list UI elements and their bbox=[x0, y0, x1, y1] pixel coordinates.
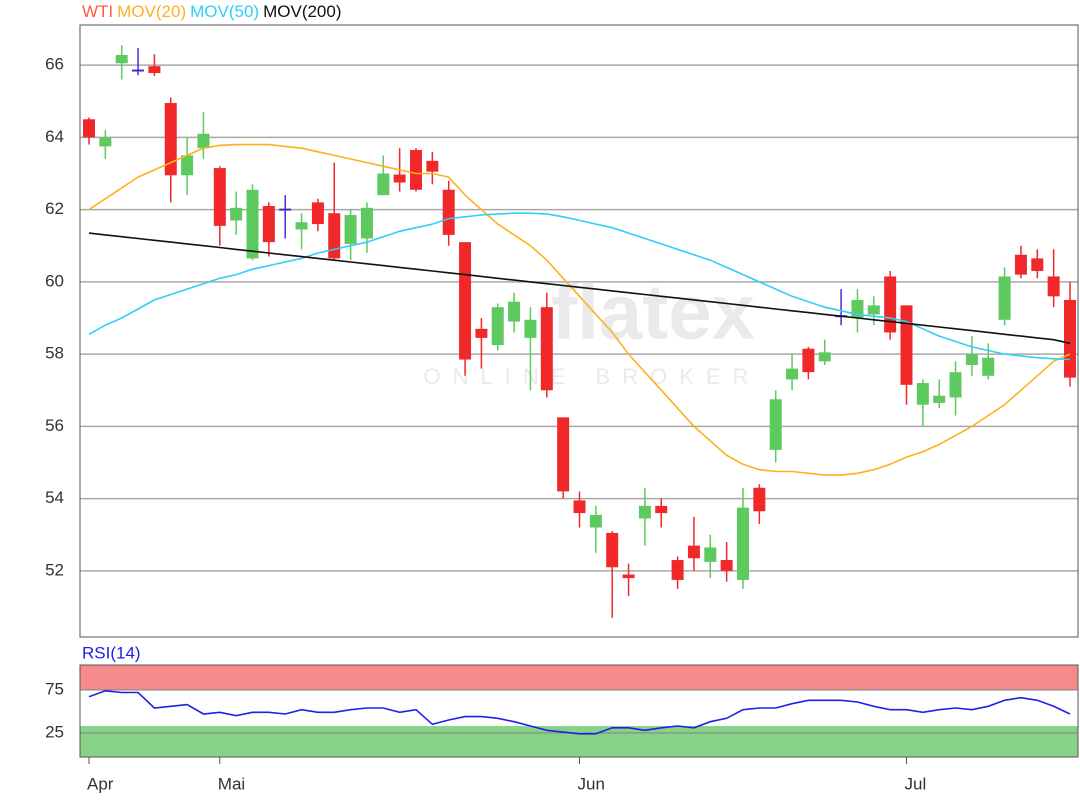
candle-body bbox=[687, 545, 700, 559]
legend: WTI MOV(20) MOV(50) MOV(200) bbox=[82, 2, 342, 21]
candle-body bbox=[982, 357, 995, 376]
y-tick-label: 75 bbox=[45, 679, 64, 698]
candle-body bbox=[83, 119, 95, 138]
candle-body bbox=[949, 372, 962, 398]
candle-body bbox=[965, 354, 978, 365]
candle-body bbox=[786, 368, 799, 380]
candle-body bbox=[867, 305, 880, 315]
y-tick-label: 64 bbox=[45, 127, 64, 146]
candle-body bbox=[262, 205, 275, 243]
candle-body bbox=[998, 276, 1011, 320]
candle-body bbox=[769, 399, 782, 450]
candle-body bbox=[1047, 276, 1060, 297]
x-tick-label: Apr bbox=[87, 774, 114, 793]
y-tick-label: 25 bbox=[45, 722, 64, 741]
candle-body bbox=[164, 103, 177, 176]
candle-body bbox=[704, 547, 717, 562]
candle-body bbox=[737, 507, 749, 580]
y-tick-label: 56 bbox=[45, 416, 64, 435]
candle-body bbox=[115, 54, 128, 64]
candle-body bbox=[524, 319, 537, 338]
rsi-band bbox=[80, 665, 1078, 690]
watermark-sub: ONLINE BROKER bbox=[424, 364, 761, 389]
legend-label: MOV(200) bbox=[263, 2, 341, 21]
candle-body bbox=[622, 574, 635, 579]
candle-body bbox=[328, 213, 341, 259]
candle-body bbox=[393, 174, 406, 183]
candle-body bbox=[475, 328, 488, 338]
candle-body bbox=[491, 307, 504, 346]
moving-average-line bbox=[88, 212, 1071, 361]
candle-body bbox=[508, 301, 521, 322]
moving-average-line bbox=[88, 232, 1071, 345]
plot-frame bbox=[79, 24, 1079, 638]
y-tick-label: 52 bbox=[45, 560, 64, 579]
rsi-label: RSI(14) bbox=[82, 643, 141, 662]
candle-body bbox=[442, 189, 455, 235]
x-tick-label: Jun bbox=[578, 774, 605, 793]
candle-body bbox=[900, 305, 913, 385]
x-tick-label: Mai bbox=[218, 774, 245, 793]
candle-body bbox=[753, 487, 766, 512]
y-tick-label: 60 bbox=[45, 271, 64, 290]
legend-label: MOV(20) bbox=[117, 2, 186, 21]
candle-body bbox=[181, 155, 194, 176]
candle-body bbox=[377, 173, 390, 196]
candle-body bbox=[311, 202, 324, 225]
watermark: flatex bbox=[551, 268, 755, 356]
candle-body bbox=[802, 348, 815, 373]
legend-label: MOV(50) bbox=[190, 2, 259, 21]
candle-body bbox=[671, 560, 684, 580]
y-tick-label: 62 bbox=[45, 199, 64, 218]
candle-body bbox=[360, 207, 373, 239]
candle-body bbox=[655, 505, 668, 514]
candle-body bbox=[410, 150, 422, 190]
candle-body bbox=[459, 242, 472, 360]
candle-body bbox=[557, 417, 570, 492]
candle-body bbox=[213, 168, 226, 226]
candle-body bbox=[916, 383, 929, 405]
candle-body bbox=[818, 352, 831, 362]
candle-body bbox=[540, 307, 553, 391]
candle-body bbox=[295, 222, 308, 230]
rsi-band bbox=[80, 726, 1078, 757]
rsi-line bbox=[88, 689, 1071, 735]
candle-body bbox=[606, 532, 619, 568]
candle-body bbox=[148, 66, 161, 74]
candle-body bbox=[638, 505, 651, 519]
candle-body bbox=[1064, 299, 1076, 378]
y-tick-label: 66 bbox=[45, 55, 64, 74]
candle-body bbox=[197, 133, 210, 149]
candle-body bbox=[426, 160, 439, 172]
x-tick-label: Jul bbox=[905, 774, 927, 793]
candle-body bbox=[1031, 258, 1044, 272]
candle-body bbox=[933, 395, 946, 403]
legend-label: WTI bbox=[82, 2, 113, 21]
y-tick-label: 58 bbox=[45, 344, 64, 363]
candle-body bbox=[99, 137, 112, 147]
plot-frame bbox=[79, 664, 1079, 758]
y-tick-label: 54 bbox=[45, 488, 64, 507]
candle-body bbox=[230, 207, 243, 221]
candle-body bbox=[884, 276, 897, 333]
candle-body bbox=[573, 500, 586, 514]
candle-body bbox=[589, 514, 602, 528]
candle-body bbox=[720, 560, 733, 571]
candle-body bbox=[344, 215, 357, 244]
candle-body bbox=[1014, 254, 1027, 275]
moving-average-line bbox=[88, 143, 1071, 476]
candle-body bbox=[246, 189, 259, 259]
